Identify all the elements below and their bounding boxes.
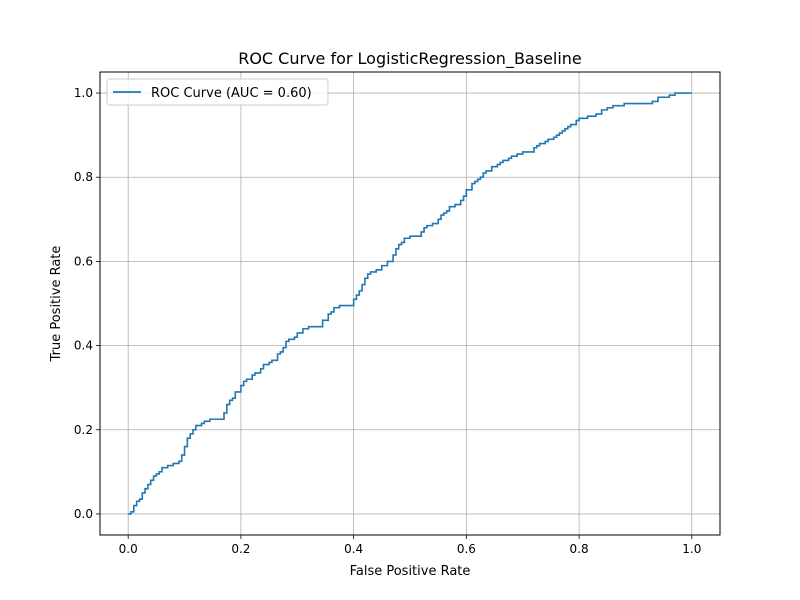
x-tick-label: 1.0 xyxy=(682,542,701,556)
y-tick-label: 0.8 xyxy=(74,170,93,184)
x-tick-label: 0.4 xyxy=(344,542,363,556)
x-axis-label: False Positive Rate xyxy=(350,564,471,579)
x-tick-label: 0.8 xyxy=(570,542,589,556)
legend: ROC Curve (AUC = 0.60) xyxy=(106,78,329,106)
plot-area xyxy=(100,72,720,535)
x-tick-label: 0.0 xyxy=(119,542,138,556)
y-tick-label: 0.2 xyxy=(74,423,93,437)
y-tick-label: 1.0 xyxy=(74,86,93,100)
y-tick-label: 0.4 xyxy=(74,339,93,353)
y-tick-label: 0.0 xyxy=(74,507,93,521)
y-axis-ticks: 0.0 0.2 0.4 0.6 0.8 1.0 xyxy=(74,86,100,521)
plot-frame xyxy=(99,71,721,536)
x-tick-label: 0.2 xyxy=(231,542,250,556)
legend-box xyxy=(106,78,329,106)
roc-curve-line xyxy=(128,92,692,515)
series-group xyxy=(128,92,692,515)
y-axis-label: True Positive Rate xyxy=(49,246,64,363)
legend-entry-label: ROC Curve (AUC = 0.60) xyxy=(151,86,312,101)
x-tick-label: 0.6 xyxy=(457,542,476,556)
chart-title: ROC Curve for LogisticRegression_Baselin… xyxy=(238,49,582,69)
x-axis-ticks: 0.0 0.2 0.4 0.6 0.8 1.0 xyxy=(119,535,701,556)
y-tick-label: 0.6 xyxy=(74,254,93,268)
